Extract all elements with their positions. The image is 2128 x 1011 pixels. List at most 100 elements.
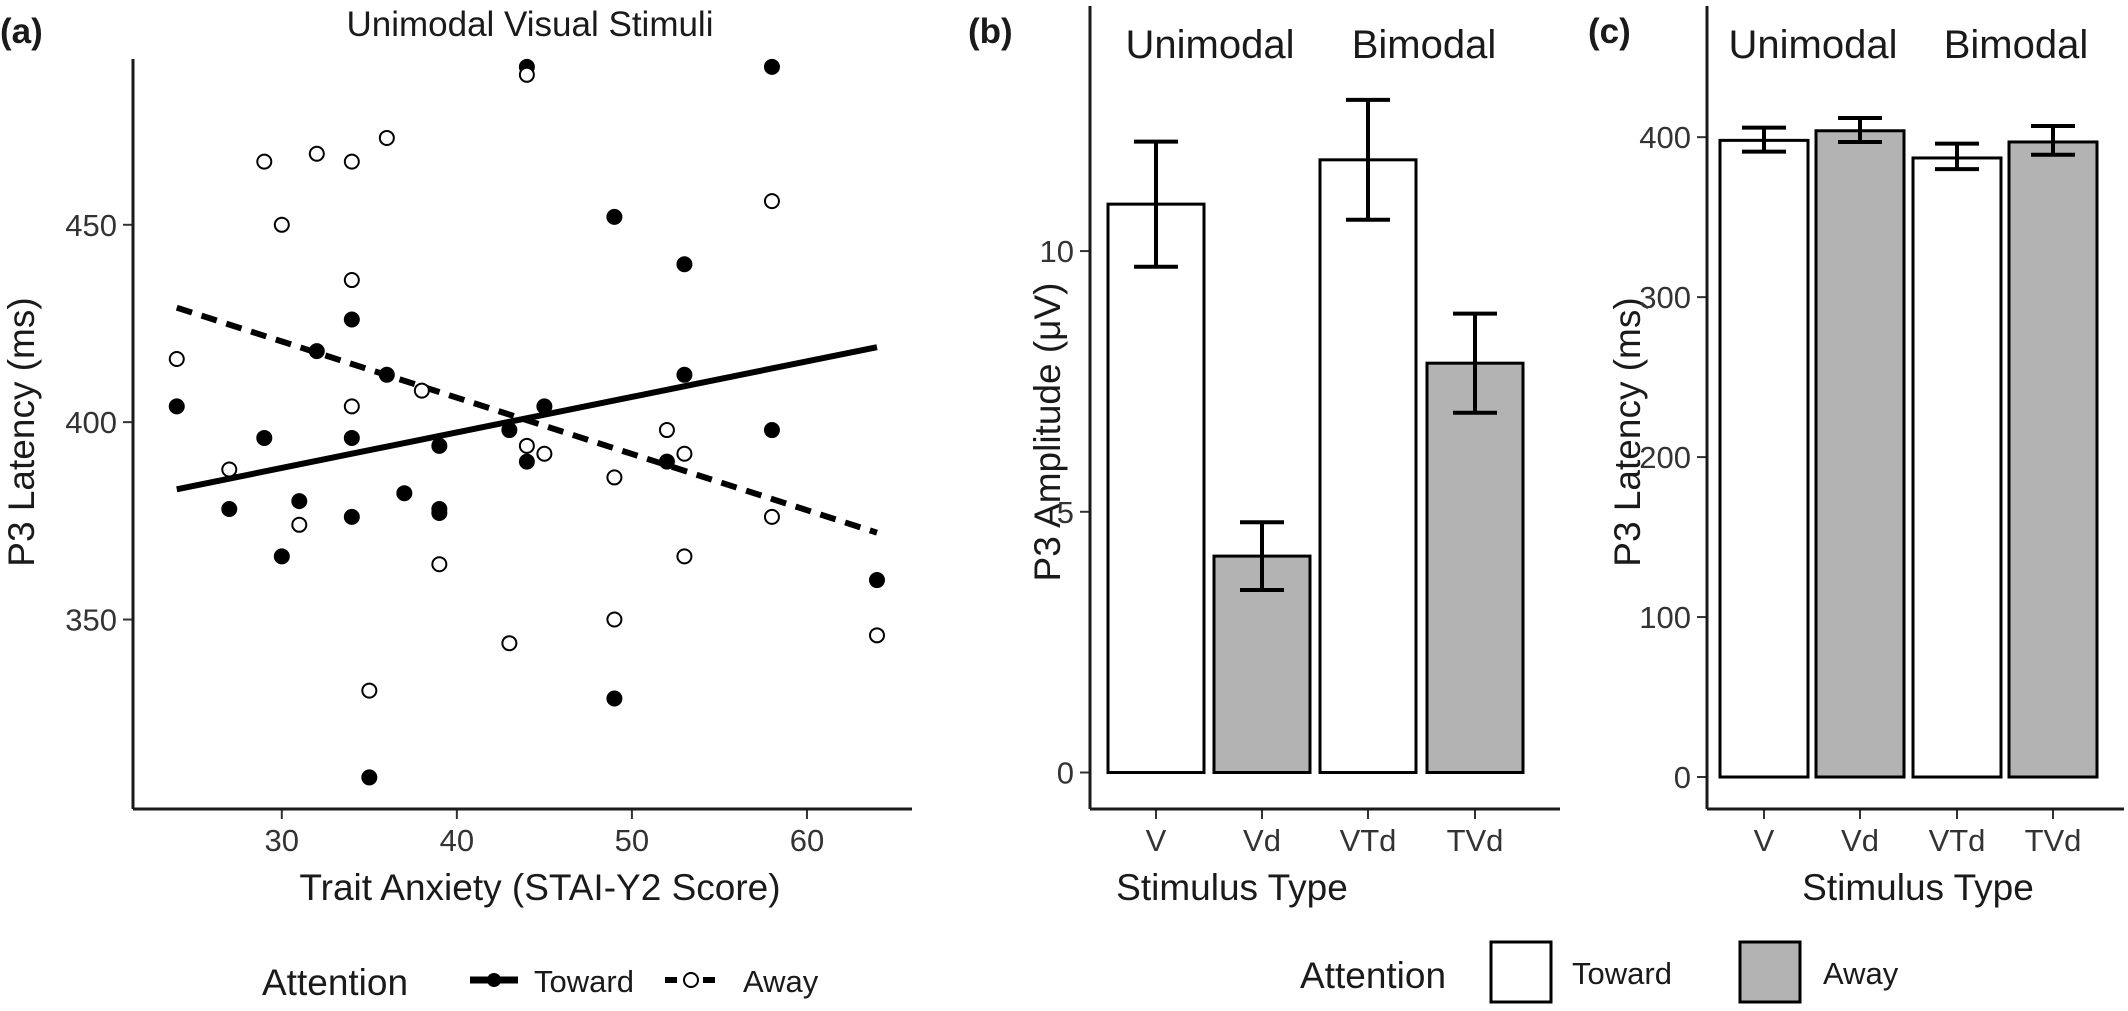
y-tick-label: 300 xyxy=(1639,280,1691,315)
x-tick-label: 60 xyxy=(790,823,824,858)
error-bar-vd xyxy=(1838,115,1882,144)
x-tick-label: 50 xyxy=(615,823,649,858)
y-tick-label: 10 xyxy=(1040,234,1074,269)
y-tick-label: 100 xyxy=(1639,600,1691,635)
error-bar-vd xyxy=(1240,520,1284,592)
point-away xyxy=(343,398,360,415)
panel-c-group-unimodal: Unimodal xyxy=(1729,23,1898,67)
point-toward xyxy=(431,437,448,454)
y-tick-label: 5 xyxy=(1057,495,1074,530)
y-tick-label: 350 xyxy=(65,603,117,638)
bar-v xyxy=(1718,138,1810,779)
point-away xyxy=(361,682,378,699)
y-tick-label: 200 xyxy=(1639,440,1691,475)
panel-b-ylabel: P3 Amplitude (μV) xyxy=(1027,283,1068,582)
panel-a: (a) Unimodal Visual Stimuli Trait Anxiet… xyxy=(0,5,912,1003)
x-tick-label: 40 xyxy=(440,823,474,858)
bar-vtd xyxy=(1318,158,1418,775)
panel-a-title: Unimodal Visual Stimuli xyxy=(346,5,713,44)
point-away xyxy=(168,351,185,367)
point-toward xyxy=(536,398,553,415)
point-away xyxy=(343,272,360,289)
point-away xyxy=(606,469,623,486)
point-toward xyxy=(361,769,378,786)
error-bar-tvd xyxy=(1453,311,1497,415)
panel-a-legend-title: Attention xyxy=(262,962,408,1003)
point-toward xyxy=(378,366,395,383)
panel-a-legend: Attention Toward Away xyxy=(262,962,819,1003)
point-toward xyxy=(518,453,535,470)
error-bar-v xyxy=(1134,139,1178,269)
error-bar-vtd xyxy=(1935,141,1979,172)
point-away xyxy=(518,437,535,454)
point-toward xyxy=(343,429,360,446)
point-away xyxy=(606,611,623,628)
x-tick-label: Vd xyxy=(1243,823,1281,858)
bar-tvd xyxy=(2007,140,2099,779)
point-away xyxy=(343,153,360,170)
x-tick-label: VTd xyxy=(1340,823,1397,858)
panel-a-ticks: 30 40 50 60 350 400 450 xyxy=(65,208,824,858)
bar-legend-title: Attention xyxy=(1300,955,1446,996)
point-toward xyxy=(606,690,623,707)
point-away xyxy=(501,635,518,652)
bar-tvd xyxy=(1425,361,1525,774)
y-tick-label: 400 xyxy=(65,405,117,440)
panel-a-fit-lines xyxy=(175,304,878,536)
point-toward xyxy=(256,429,273,446)
panel-c-xlabel: Stimulus Type xyxy=(1802,867,2034,908)
bar-v xyxy=(1106,202,1206,774)
point-toward xyxy=(763,58,780,75)
point-toward xyxy=(343,508,360,525)
panel-b-bars xyxy=(1106,97,1525,775)
legend-away-swatch xyxy=(1738,940,1802,1004)
panel-a-legend-away: Away xyxy=(743,964,819,999)
panel-c-bars xyxy=(1718,115,2099,779)
bar-legend: Attention Toward Away xyxy=(1300,940,1899,1004)
point-toward xyxy=(273,548,290,565)
point-away xyxy=(658,422,675,439)
point-away xyxy=(763,508,780,525)
bar-vtd xyxy=(1911,156,2003,779)
legend-away-marker xyxy=(683,972,699,988)
panel-c-group-bimodal: Bimodal xyxy=(1944,23,2089,67)
point-toward xyxy=(763,422,780,439)
point-away xyxy=(868,627,885,644)
point-toward xyxy=(168,398,185,415)
x-tick-label: 30 xyxy=(265,823,299,858)
panel-c-label: (c) xyxy=(1588,12,1631,51)
x-tick-label: V xyxy=(1146,823,1167,858)
error-bar-vtd xyxy=(1346,97,1390,222)
point-toward xyxy=(221,501,238,517)
point-toward xyxy=(431,504,448,521)
point-toward xyxy=(868,572,885,589)
panel-b-ticks: 0 5 10 V Vd VTd TVd xyxy=(1040,234,1504,858)
point-away xyxy=(308,145,325,162)
point-toward xyxy=(396,485,413,502)
point-toward xyxy=(501,422,518,439)
point-toward xyxy=(308,343,325,360)
y-tick-label: 450 xyxy=(65,208,117,243)
y-tick-label: 0 xyxy=(1057,756,1074,791)
y-tick-label: 400 xyxy=(1639,120,1691,155)
point-away xyxy=(431,556,448,573)
point-toward xyxy=(676,366,693,383)
panel-b: (b) Unimodal Bimodal Stimulus Type P3 Am… xyxy=(968,6,1560,908)
point-toward xyxy=(291,493,308,510)
x-tick-label: TVd xyxy=(1447,823,1504,858)
panel-b-group-unimodal: Unimodal xyxy=(1126,23,1295,67)
point-toward xyxy=(658,453,675,470)
point-away xyxy=(676,548,693,565)
point-away xyxy=(291,516,308,533)
bar-vd xyxy=(1814,129,1906,779)
fit-line-away xyxy=(175,304,878,536)
bar-vd xyxy=(1212,554,1312,774)
point-away xyxy=(518,66,535,83)
point-away xyxy=(378,129,395,146)
point-away xyxy=(273,216,290,233)
panel-a-legend-toward: Toward xyxy=(534,964,634,999)
error-bar-tvd xyxy=(2031,123,2075,157)
panel-a-points xyxy=(168,58,885,786)
panel-a-ylabel: P3 Latency (ms) xyxy=(1,297,42,566)
